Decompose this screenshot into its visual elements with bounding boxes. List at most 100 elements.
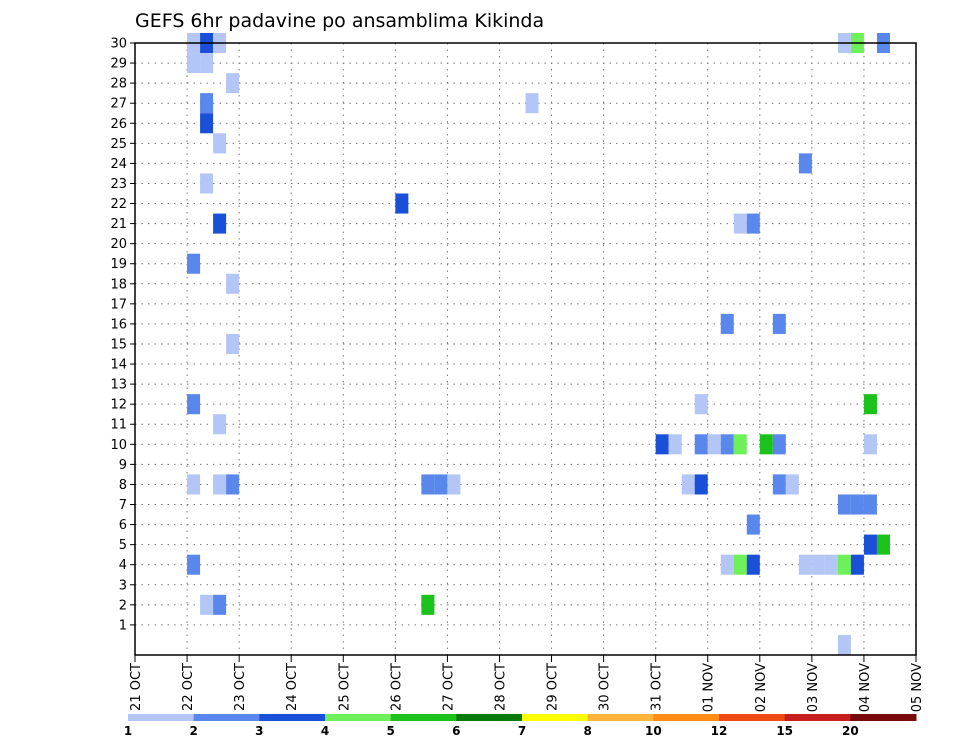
colorbar-swatch <box>325 714 392 721</box>
colorbar-swatch <box>456 714 523 721</box>
colorbar-label: 3 <box>255 724 263 738</box>
data-cell <box>226 474 240 495</box>
x-tick-label: 25 OCT <box>337 663 352 711</box>
colorbar-swatch <box>259 714 326 721</box>
x-tick-label: 27 OCT <box>441 663 456 711</box>
y-tick-label: 2 <box>119 598 127 613</box>
colorbar-label: 20 <box>842 724 859 738</box>
y-tick-label: 27 <box>110 97 127 112</box>
y-tick-label: 14 <box>110 358 127 373</box>
x-tick-label: 21 OCT <box>129 663 144 711</box>
colorbar-swatch <box>784 714 851 721</box>
y-tick-label: 22 <box>110 197 127 212</box>
data-cell <box>720 554 734 575</box>
data-cell <box>525 93 539 114</box>
x-tick-label: 03 NOV <box>806 663 821 712</box>
data-cell <box>746 213 760 234</box>
data-cell <box>759 434 773 455</box>
colorbar-swatch <box>587 714 654 721</box>
colorbar-swatch <box>653 714 720 721</box>
y-tick-label: 9 <box>119 458 127 473</box>
data-cell <box>733 554 747 575</box>
data-cell <box>200 53 214 74</box>
y-tick-label: 6 <box>119 518 127 533</box>
colorbar-label: 12 <box>711 724 728 738</box>
y-tick-label: 23 <box>110 177 127 192</box>
data-cell <box>694 394 708 415</box>
colorbar-swatch <box>390 714 457 721</box>
y-tick-label: 4 <box>119 558 127 573</box>
data-cell <box>226 273 240 294</box>
colorbar-swatch <box>193 714 260 721</box>
data-cell <box>681 474 695 495</box>
data-cell <box>213 213 227 234</box>
colorbar-label: 7 <box>518 724 526 738</box>
data-cell <box>668 434 682 455</box>
data-cell <box>785 474 799 495</box>
data-cell <box>720 313 734 334</box>
x-tick-label: 30 OCT <box>598 663 613 711</box>
data-cell <box>395 193 409 214</box>
data-cell <box>707 434 721 455</box>
data-cell <box>863 394 877 415</box>
x-tick-label: 22 OCT <box>181 663 196 711</box>
data-cell <box>876 534 890 555</box>
y-tick-label: 29 <box>110 57 127 72</box>
y-tick-label: 10 <box>110 438 127 453</box>
data-cell <box>447 474 461 495</box>
data-cell <box>863 434 877 455</box>
data-cell <box>200 113 214 134</box>
data-cell <box>226 333 240 355</box>
data-cell <box>772 434 786 455</box>
colorbar-label: 5 <box>386 724 394 738</box>
data-cell <box>811 554 825 575</box>
data-cell <box>187 394 201 415</box>
x-tick-label: 05 NOV <box>910 663 925 712</box>
data-cell <box>187 253 201 274</box>
y-tick-label: 26 <box>110 117 127 132</box>
y-tick-label: 28 <box>110 77 127 92</box>
data-cell <box>746 514 760 535</box>
data-cell <box>694 474 708 495</box>
colorbar: 1 2 3 4 5 6 7 8 10 12 15 20 <box>124 714 917 738</box>
data-cell <box>421 594 435 615</box>
data-cell <box>187 554 201 575</box>
y-tick-label: 5 <box>119 538 127 553</box>
y-tick-label: 3 <box>119 578 127 593</box>
y-tick-label: 18 <box>110 277 127 292</box>
data-cell <box>187 53 201 74</box>
x-tick-label: 29 OCT <box>546 663 561 711</box>
x-tick-label: 28 OCT <box>493 663 508 711</box>
data-cell <box>226 73 240 94</box>
y-axis: 1234567891011121314151617181920212223242… <box>110 37 135 633</box>
data-cell <box>772 474 786 495</box>
y-tick-label: 12 <box>110 398 127 413</box>
y-tick-label: 11 <box>110 418 127 433</box>
data-cell <box>655 434 669 455</box>
x-tick-label: 02 NOV <box>754 663 769 712</box>
x-tick-label: 04 NOV <box>858 663 873 712</box>
data-cell <box>213 133 227 154</box>
data-cell <box>798 153 812 174</box>
data-cell <box>837 494 851 515</box>
colorbar-swatch <box>850 714 917 721</box>
colorbar-swatch <box>522 714 589 721</box>
data-cell <box>200 93 214 114</box>
y-tick-label: 8 <box>119 478 127 493</box>
colorbar-label: 6 <box>452 724 460 738</box>
y-tick-label: 1 <box>119 618 127 633</box>
data-cell <box>863 494 877 515</box>
y-tick-label: 15 <box>110 337 127 352</box>
chart-title: GEFS 6hr padavine po ansamblima Kikinda <box>135 10 544 32</box>
data-cell <box>434 474 448 495</box>
data-cell <box>421 474 435 495</box>
y-tick-label: 24 <box>110 157 127 172</box>
y-tick-label: 7 <box>119 498 127 513</box>
y-tick-label: 13 <box>110 378 127 393</box>
data-cell <box>850 494 864 515</box>
colorbar-label: 1 <box>124 724 132 738</box>
data-cell <box>213 414 227 435</box>
colorbar-swatch <box>128 714 195 721</box>
data-cell <box>798 554 812 575</box>
